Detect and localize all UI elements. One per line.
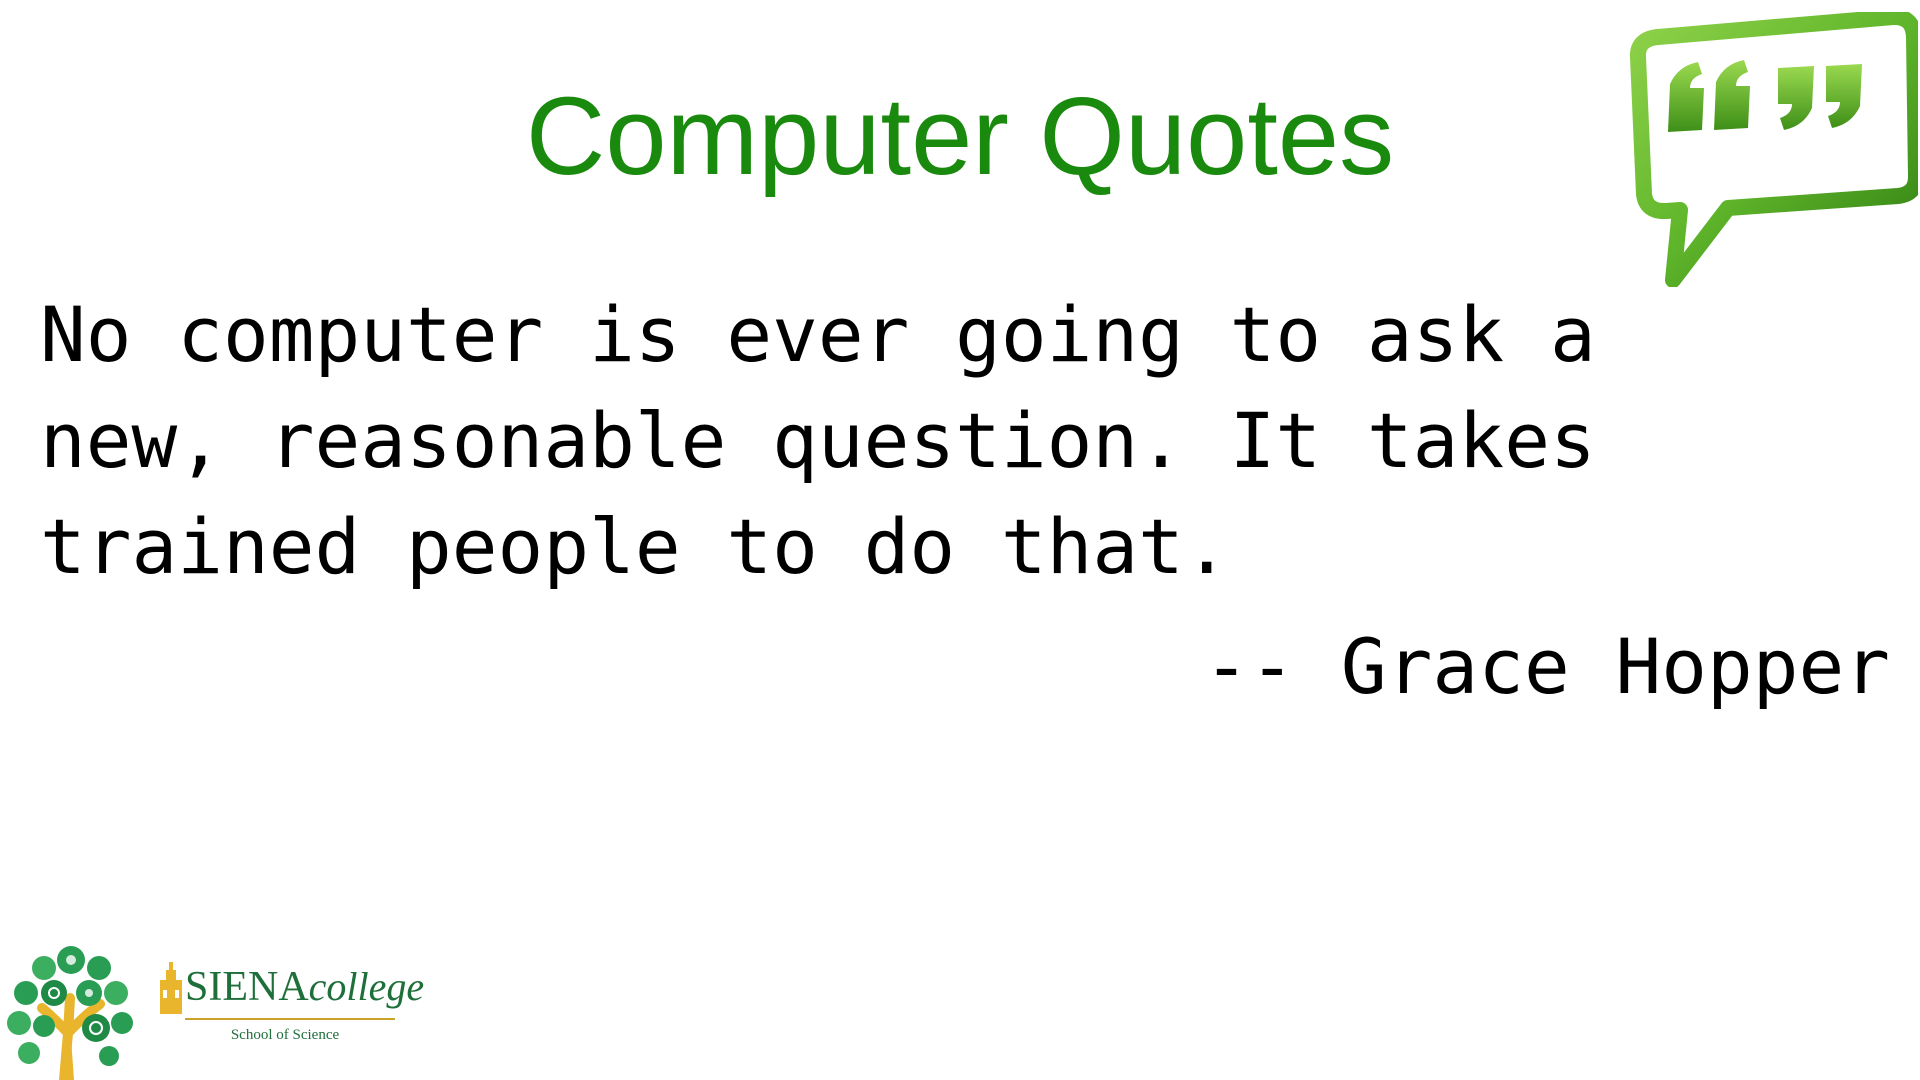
quote-line: No computer is ever going to ask a: [40, 290, 1596, 379]
siena-building-icon: [160, 962, 182, 1014]
siena-wordmark-main: SIENA: [185, 964, 309, 1010]
siena-wordmark-college: college: [308, 964, 425, 1009]
quote-line: trained people to do that.: [40, 502, 1230, 591]
siena-divider: [185, 1018, 395, 1020]
speech-bubble-quote-icon: [1630, 12, 1918, 287]
siena-subtitle: School of Science: [230, 1027, 340, 1043]
science-tree-logo: [7, 946, 133, 1080]
siena-wordmark: SIENAcollege: [185, 966, 424, 1008]
quote-text: No computer is ever going to ask a new, …: [40, 282, 1900, 600]
quote-line: new, reasonable question. It takes: [40, 396, 1596, 485]
slide-title: Computer Quotes: [525, 75, 1395, 198]
quote-attribution: -- Grace Hopper: [1203, 622, 1890, 711]
